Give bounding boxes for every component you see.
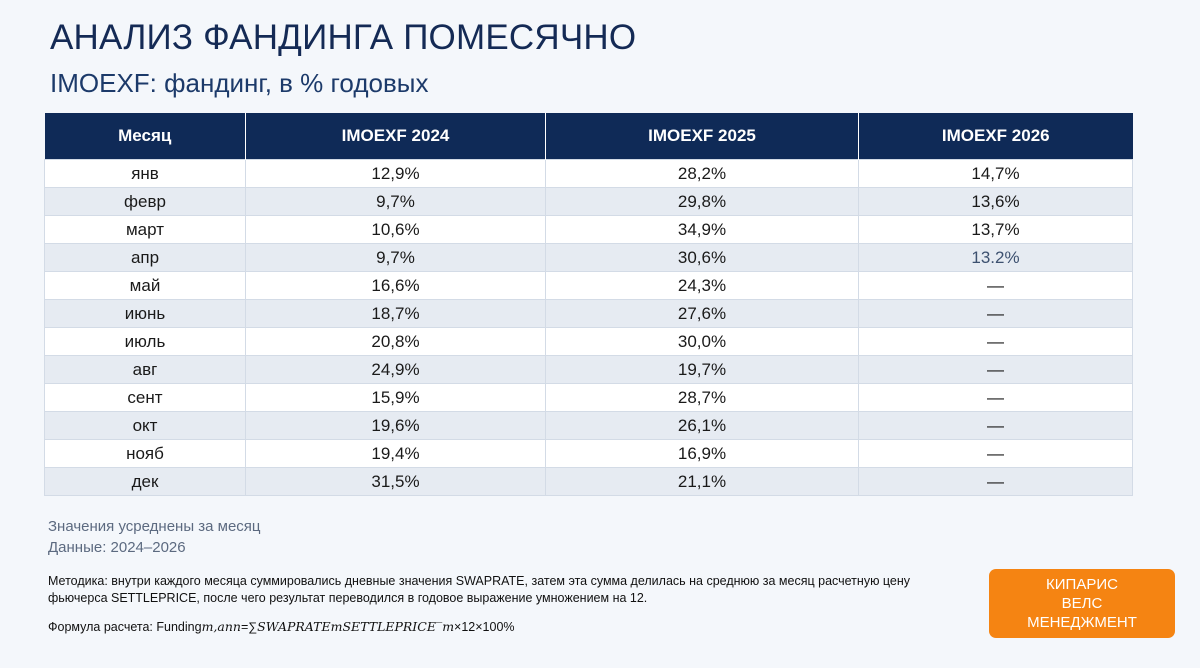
month-cell: сент <box>44 383 246 412</box>
value-2025-cell: 16,9% <box>545 439 859 468</box>
table-row: нояб 19,4% 16,9% — <box>44 439 1133 468</box>
brand-line-3: МЕНЕДЖМЕНТ <box>1027 614 1137 631</box>
formula-expression: SWAPRATEmSETTLEPRICE‾m <box>257 619 455 634</box>
data-range-note: Данные: 2024–2026 <box>48 539 186 556</box>
page-title: АНАЛИЗ ФАНДИНГА ПОМЕСЯЧНО <box>50 18 637 57</box>
table-row: дек 31,5% 21,1% — <box>44 467 1133 496</box>
table-row: июнь 18,7% 27,6% — <box>44 299 1133 328</box>
averaged-note: Значения усреднены за месяц <box>48 518 261 535</box>
table-row: май 16,6% 24,3% — <box>44 271 1133 300</box>
table-row: сент 15,9% 28,7% — <box>44 383 1133 412</box>
value-2026-cell: 14,7% <box>858 159 1133 188</box>
value-2026-cell: 13,6% <box>858 187 1133 216</box>
value-2026-cell: — <box>858 467 1133 496</box>
table-row: март 10,6% 34,9% 13,7% <box>44 215 1133 244</box>
value-2025-cell: 30,6% <box>545 243 859 272</box>
table-row: апр 9,7% 30,6% 13.2% <box>44 243 1133 272</box>
value-2025-cell: 27,6% <box>545 299 859 328</box>
formula-subscript: m,ann <box>201 619 241 634</box>
table-row: июль 20,8% 30,0% — <box>44 327 1133 356</box>
brand-line-1: КИПАРИС <box>1046 576 1118 593</box>
column-header-2024: IMOEXF 2024 <box>245 113 546 160</box>
notes-block: Значения усреднены за месяц Данные: 2024… <box>48 516 261 558</box>
value-2026-cell: — <box>858 271 1133 300</box>
value-2024-cell: 15,9% <box>245 383 546 412</box>
month-cell: дек <box>44 467 246 496</box>
month-cell: авг <box>44 355 246 384</box>
column-header-2026: IMOEXF 2026 <box>858 113 1133 160</box>
column-header-month: Месяц <box>44 113 246 160</box>
value-2024-cell: 18,7% <box>245 299 546 328</box>
value-2025-cell: 28,7% <box>545 383 859 412</box>
value-2025-cell: 28,2% <box>545 159 859 188</box>
value-2026-cell: — <box>858 355 1133 384</box>
formula-line: Формула расчета: Fundingm,ann=∑SWAPRATEm… <box>48 619 515 634</box>
formula-prefix: Формула расчета: Funding <box>48 620 202 634</box>
month-cell: июль <box>44 327 246 356</box>
value-2026-cell: — <box>858 383 1133 412</box>
month-cell: окт <box>44 411 246 440</box>
month-cell: нояб <box>44 439 246 468</box>
funding-table: Месяц IMOEXF 2024 IMOEXF 2025 IMOEXF 202… <box>44 113 1133 496</box>
table-row: февр 9,7% 29,8% 13,6% <box>44 187 1133 216</box>
value-2024-cell: 24,9% <box>245 355 546 384</box>
value-2024-cell: 16,6% <box>245 271 546 300</box>
value-2025-cell: 34,9% <box>545 215 859 244</box>
brand-logo: КИПАРИС ВЕЛС МЕНЕДЖМЕНТ <box>989 569 1175 638</box>
month-cell: февр <box>44 187 246 216</box>
value-2024-cell: 12,9% <box>245 159 546 188</box>
value-2026-cell: 13.2% <box>858 243 1133 272</box>
value-2025-cell: 30,0% <box>545 327 859 356</box>
value-2026-cell: — <box>858 299 1133 328</box>
formula-suffix: ×12×100% <box>454 620 515 634</box>
methodology-text: Методика: внутри каждого месяца суммиров… <box>48 574 911 605</box>
value-2024-cell: 19,4% <box>245 439 546 468</box>
month-cell: май <box>44 271 246 300</box>
value-2026-cell: — <box>858 327 1133 356</box>
month-cell: март <box>44 215 246 244</box>
value-2024-cell: 31,5% <box>245 467 546 496</box>
value-2025-cell: 24,3% <box>545 271 859 300</box>
month-cell: июнь <box>44 299 246 328</box>
value-2024-cell: 10,6% <box>245 215 546 244</box>
value-2025-cell: 26,1% <box>545 411 859 440</box>
table-row: окт 19,6% 26,1% — <box>44 411 1133 440</box>
brand-line-2: ВЕЛС <box>1061 595 1103 612</box>
value-2025-cell: 29,8% <box>545 187 859 216</box>
value-2024-cell: 19,6% <box>245 411 546 440</box>
value-2024-cell: 9,7% <box>245 187 546 216</box>
value-2026-cell: 13,7% <box>858 215 1133 244</box>
value-2026-cell: — <box>858 439 1133 468</box>
table-row: авг 24,9% 19,7% — <box>44 355 1133 384</box>
column-header-2025: IMOEXF 2025 <box>545 113 859 160</box>
table-header-row: Месяц IMOEXF 2024 IMOEXF 2025 IMOEXF 202… <box>44 113 1133 160</box>
formula-eq: =∑ <box>240 620 258 634</box>
value-2024-cell: 9,7% <box>245 243 546 272</box>
value-2025-cell: 19,7% <box>545 355 859 384</box>
month-cell: апр <box>44 243 246 272</box>
value-2025-cell: 21,1% <box>545 467 859 496</box>
page-subtitle: IMOEXF: фандинг, в % годовых <box>50 68 429 98</box>
month-cell: янв <box>44 159 246 188</box>
value-2026-cell: — <box>858 411 1133 440</box>
table-row: янв 12,9% 28,2% 14,7% <box>44 159 1133 188</box>
value-2024-cell: 20,8% <box>245 327 546 356</box>
